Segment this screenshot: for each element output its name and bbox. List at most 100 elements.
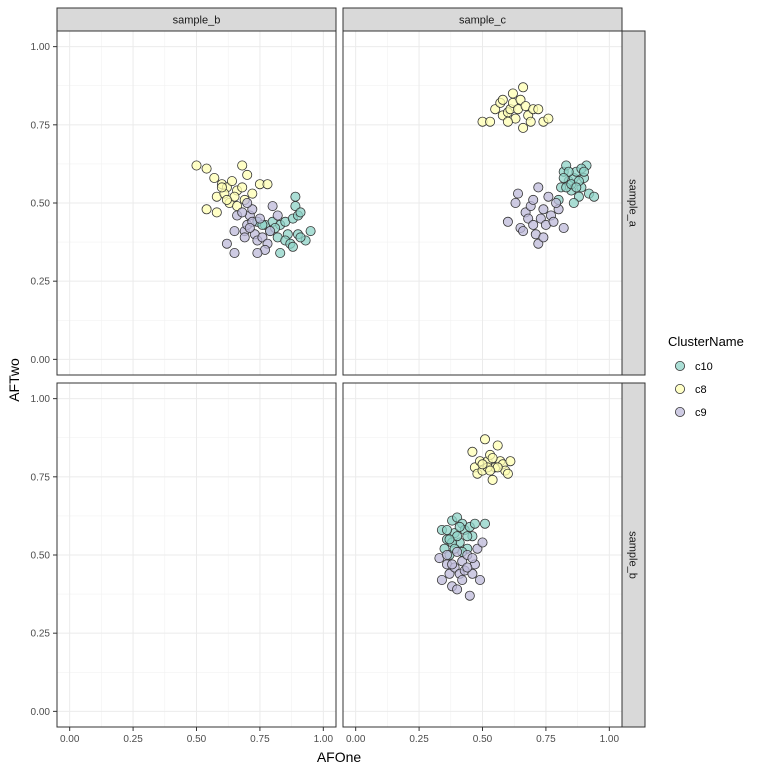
x-tick-label: 0.50 [187,734,207,745]
x-tick-label: 0.00 [346,734,366,745]
y-tick-label: 0.00 [31,355,51,366]
legend-key-c8 [675,383,686,394]
data-point-c8 [502,116,513,127]
data-point-c8 [505,456,516,467]
legend: ClusterName c10 c8 c9 [668,334,744,419]
x-tick-label: 0.25 [123,734,143,745]
x-tick-label: 1.00 [600,734,620,745]
panel-sample_b-sample_b [56,382,337,728]
data-point-c8 [201,163,212,174]
data-point-c10 [571,182,582,193]
data-point-c9 [467,553,478,564]
data-point-c10 [469,518,480,529]
data-point-c8 [216,182,227,193]
data-point-c10 [444,534,455,545]
data-point-c8 [262,179,273,190]
panel-sample_a-sample_b [56,30,337,376]
strip-label: sample_a [627,179,639,228]
strip-col-sample_c: sample_c [342,7,623,32]
data-point-c9 [239,232,250,243]
data-point-c9 [229,226,240,237]
data-point-c9 [558,222,569,233]
strip-background [342,7,623,32]
data-point-c8 [201,204,212,215]
data-point-c8 [467,446,478,457]
panel-sample_b-sample_c [342,382,623,728]
data-point-c8 [492,440,503,451]
data-point-c9 [267,201,278,212]
y-tick-label: 0.75 [31,120,51,131]
legend-item-c9: c9 [675,406,707,419]
data-point-c9 [464,590,475,601]
legend-item-c10: c10 [675,360,713,373]
y-tick-label: 0.25 [31,277,51,288]
y-tick-label: 0.50 [31,551,51,562]
legend-label-c9: c9 [695,407,707,419]
panel-sample_a-sample_c [342,30,623,376]
data-point-c8 [479,434,490,445]
strip-background [621,382,646,728]
data-point-c9 [244,222,255,233]
data-point-c10 [441,525,452,536]
legend-item-c8: c8 [675,383,707,396]
data-point-c10 [295,232,306,243]
data-point-c10 [462,531,473,542]
data-point-c8 [507,88,518,99]
data-point-c8 [209,172,220,183]
data-point-c9 [237,207,248,218]
data-point-c9 [272,210,283,221]
data-point-c9 [538,204,549,215]
data-point-c10 [579,166,590,177]
strip-row-sample_a: sample_a [621,30,646,376]
data-point-c8 [533,104,544,115]
x-tick-label: 0.00 [60,734,80,745]
data-point-c8 [485,465,496,476]
data-point-c8 [237,160,248,171]
data-point-c8 [485,116,496,127]
data-point-c10 [589,191,600,202]
data-point-c8 [525,116,536,127]
strip-background [621,30,646,376]
data-point-c9 [436,575,447,586]
x-axis-title: AFOne [317,749,362,765]
strip-label: sample_c [459,15,507,27]
data-point-c10 [568,197,579,208]
data-point-c10 [305,226,316,237]
data-point-c8 [477,459,488,470]
data-point-c9 [462,562,473,573]
x-tick-label: 0.75 [536,734,556,745]
data-point-c10 [290,191,301,202]
strip-label: sample_b [173,15,221,27]
data-point-c9 [221,238,232,249]
data-point-c9 [265,226,276,237]
legend-title: ClusterName [668,334,744,349]
data-point-c9 [543,191,554,202]
data-point-c10 [275,247,286,258]
data-point-c8 [502,468,513,479]
y-tick-label: 0.50 [31,199,51,210]
data-point-c9 [510,197,521,208]
data-point-c9 [477,537,488,548]
legend-label-c8: c8 [695,384,707,396]
data-point-c10 [558,172,569,183]
data-point-c9 [242,197,253,208]
data-point-c9 [229,247,240,258]
data-point-c8 [518,82,529,93]
y-tick-label: 0.75 [31,472,51,483]
data-point-c8 [518,122,529,133]
data-point-c10 [295,207,306,218]
data-point-c9 [528,219,539,230]
data-point-c9 [252,247,263,258]
data-point-c8 [497,94,508,105]
data-point-c9 [518,226,529,237]
data-point-c8 [487,453,498,464]
data-point-c10 [287,241,298,252]
legend-entries: c10 c8 c9 [675,360,713,419]
y-tick-label: 0.00 [31,707,51,718]
x-tick-label: 0.25 [409,734,429,745]
panels-layer [56,30,623,728]
x-tick-label: 0.50 [473,734,493,745]
data-point-c9 [441,550,452,561]
data-point-c10 [479,518,490,529]
